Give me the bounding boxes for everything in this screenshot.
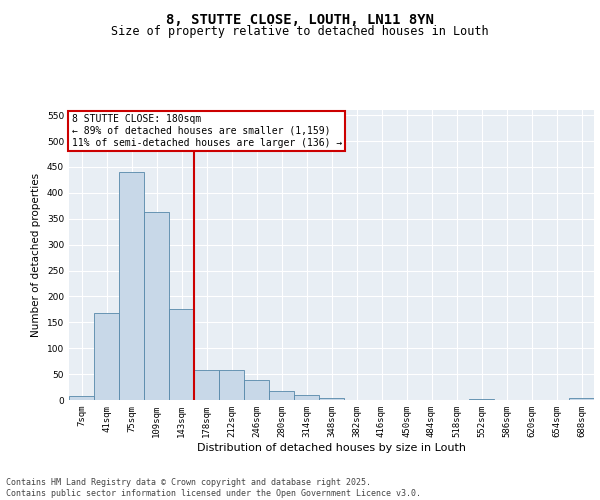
Bar	[144, 212, 169, 400]
Bar	[119, 172, 144, 400]
Text: Contains HM Land Registry data © Crown copyright and database right 2025.
Contai: Contains HM Land Registry data © Crown c…	[6, 478, 421, 498]
Bar	[194, 370, 219, 400]
Y-axis label: Number of detached properties: Number of detached properties	[31, 173, 41, 337]
X-axis label: Distribution of detached houses by size in Louth: Distribution of detached houses by size …	[197, 442, 466, 452]
Bar	[294, 395, 319, 400]
Bar	[219, 370, 244, 400]
Text: 8 STUTTE CLOSE: 180sqm
← 89% of detached houses are smaller (1,159)
11% of semi-: 8 STUTTE CLOSE: 180sqm ← 89% of detached…	[71, 114, 342, 148]
Bar	[469, 399, 494, 400]
Bar	[569, 398, 594, 400]
Text: Size of property relative to detached houses in Louth: Size of property relative to detached ho…	[111, 25, 489, 38]
Bar	[69, 396, 94, 400]
Bar	[169, 310, 194, 400]
Bar	[94, 313, 119, 400]
Bar	[319, 398, 344, 400]
Text: 8, STUTTE CLOSE, LOUTH, LN11 8YN: 8, STUTTE CLOSE, LOUTH, LN11 8YN	[166, 12, 434, 26]
Bar	[269, 390, 294, 400]
Bar	[244, 380, 269, 400]
